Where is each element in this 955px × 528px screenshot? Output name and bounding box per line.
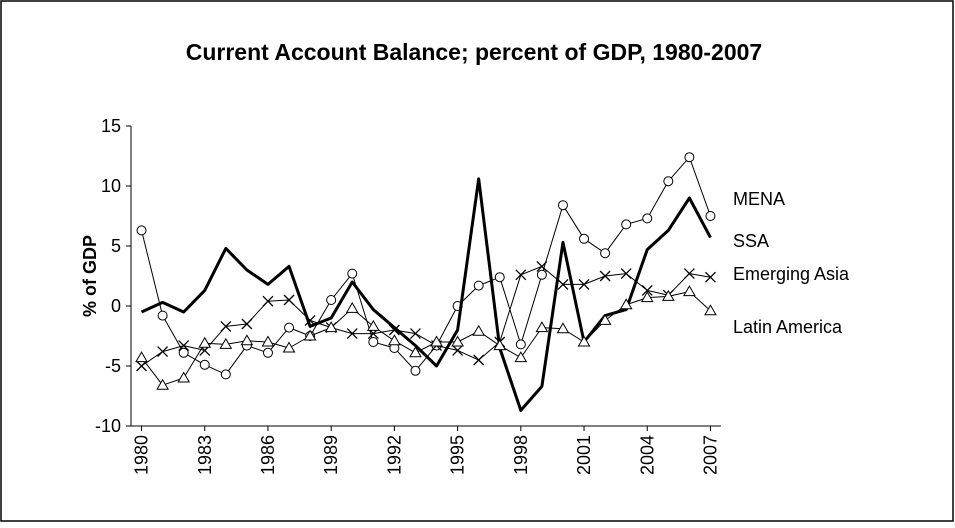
point — [156, 378, 169, 390]
point — [410, 365, 421, 376]
point — [641, 284, 653, 296]
point — [136, 225, 147, 236]
chart-title: Current Account Balance; percent of GDP,… — [186, 39, 762, 65]
point — [684, 152, 695, 163]
x-tick-label: 2001 — [574, 435, 594, 475]
point — [557, 278, 569, 290]
point — [705, 211, 716, 221]
point — [620, 268, 632, 280]
x-tick-label: 2007 — [700, 435, 720, 475]
point — [346, 328, 358, 340]
point — [683, 268, 695, 280]
point — [177, 371, 191, 383]
point — [366, 319, 380, 331]
point — [241, 318, 253, 330]
point — [178, 340, 190, 352]
point — [514, 351, 528, 363]
point — [536, 269, 547, 280]
point — [515, 339, 526, 350]
point — [452, 344, 464, 356]
point — [284, 322, 295, 333]
point — [598, 313, 612, 325]
y-tick-label: -10 — [95, 416, 121, 436]
x-tick-label: 1992 — [384, 435, 404, 475]
point — [326, 295, 337, 305]
point — [640, 291, 654, 303]
point — [368, 337, 379, 347]
legend-label: MENA — [733, 189, 785, 209]
point — [494, 272, 505, 283]
point — [642, 213, 653, 224]
x-tick-label: 1980 — [132, 435, 152, 475]
y-axis-label: % of GDP — [80, 235, 100, 317]
point — [220, 369, 231, 380]
y-tick-label: 5 — [111, 236, 121, 256]
point — [283, 294, 295, 306]
point — [705, 271, 716, 283]
y-tick-label: 10 — [101, 176, 121, 196]
point — [347, 268, 358, 279]
point — [621, 219, 632, 230]
point — [157, 346, 169, 358]
x-tick-label: 1986 — [258, 435, 278, 475]
x-tick-label: 1995 — [448, 435, 468, 475]
y-tick-label: 0 — [111, 296, 121, 316]
point — [261, 335, 275, 347]
point — [240, 334, 254, 346]
point — [515, 269, 527, 281]
point — [304, 314, 316, 326]
point — [157, 310, 168, 321]
point — [472, 324, 486, 336]
point — [473, 354, 485, 366]
point — [557, 200, 568, 211]
series-line — [141, 291, 711, 386]
point — [303, 329, 317, 341]
point — [220, 320, 232, 332]
x-tick-label: 1998 — [511, 435, 531, 475]
point — [493, 339, 507, 351]
point — [345, 301, 359, 313]
y-tick-label: -5 — [105, 356, 121, 376]
legend-label: Emerging Asia — [733, 264, 850, 284]
point — [473, 280, 484, 291]
series-line — [141, 156, 711, 375]
x-tick-label: 1989 — [321, 435, 341, 475]
point — [409, 346, 422, 358]
series-line — [141, 265, 711, 367]
legend-label: SSA — [733, 231, 769, 251]
point — [219, 337, 233, 349]
point — [661, 289, 675, 301]
point — [683, 285, 696, 297]
x-tick-label: 2004 — [637, 435, 657, 475]
point — [578, 278, 590, 290]
point — [430, 335, 443, 347]
point — [388, 324, 400, 336]
point — [599, 270, 611, 282]
point — [199, 359, 210, 370]
point — [324, 321, 338, 333]
point — [663, 176, 674, 187]
point — [579, 233, 590, 244]
point — [704, 304, 717, 316]
point — [388, 334, 401, 346]
point — [600, 248, 611, 259]
legend-label: Latin America — [733, 317, 843, 337]
point — [536, 260, 548, 272]
y-tick-label: 15 — [101, 116, 121, 136]
point — [410, 328, 421, 340]
point — [577, 335, 591, 347]
point — [178, 347, 189, 358]
point — [619, 298, 633, 310]
point — [282, 341, 296, 353]
x-tick-label: 1983 — [195, 435, 215, 475]
point — [262, 347, 273, 358]
point — [262, 295, 274, 307]
point — [535, 321, 549, 333]
point — [451, 335, 464, 347]
point — [198, 336, 212, 348]
point — [135, 351, 148, 363]
point — [556, 322, 570, 334]
